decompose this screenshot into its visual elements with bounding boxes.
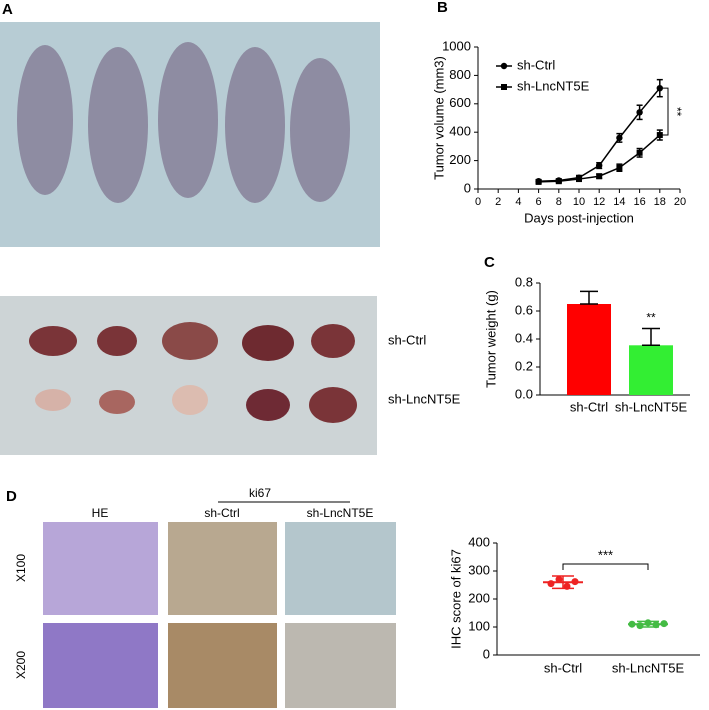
y-tick-label: 0.8 — [515, 274, 533, 289]
marker — [555, 178, 562, 185]
column-label: sh-LncNT5E — [307, 506, 374, 520]
y-tick-label: 200 — [449, 152, 471, 167]
y-axis-label: IHC score of ki67 — [448, 549, 463, 649]
micrograph — [43, 522, 158, 615]
significance-bracket — [562, 563, 649, 571]
y-tick-label: 800 — [449, 67, 471, 82]
x-tick-label: sh-LncNT5E — [612, 660, 685, 675]
marker — [636, 109, 643, 116]
y-axis-label: Tumor weight (g) — [483, 290, 498, 388]
significance-bracket — [662, 87, 669, 136]
micrograph — [285, 623, 396, 708]
y-tick-label: 200 — [468, 590, 490, 605]
legend-marker — [501, 84, 507, 90]
x-tick-label: 12 — [593, 196, 605, 208]
marker — [636, 149, 643, 156]
micrograph — [285, 522, 396, 615]
y-tick-label: 0 — [483, 646, 490, 661]
x-tick-label: 20 — [674, 196, 686, 208]
marker — [616, 164, 623, 171]
x-tick-label: sh-Ctrl — [544, 660, 582, 675]
x-tick-label: 18 — [654, 196, 666, 208]
panel-label: B — [437, 0, 448, 16]
dot — [628, 620, 636, 628]
tumor-photo — [0, 296, 377, 455]
x-tick-label: 6 — [536, 196, 542, 208]
x-tick-label: 14 — [613, 196, 625, 208]
y-tick-label: 300 — [468, 562, 490, 577]
y-tick-label: 100 — [468, 618, 490, 633]
y-tick-label: 0.4 — [515, 330, 533, 345]
marker — [596, 173, 603, 180]
bar — [629, 345, 673, 395]
marker — [656, 132, 663, 139]
y-tick-label: 1000 — [442, 38, 471, 53]
x-tick-label: 16 — [633, 196, 645, 208]
mice — [17, 42, 350, 203]
legend-marker — [500, 62, 508, 70]
row-label: sh-LncNT5E — [388, 391, 461, 406]
x-tick-label: 2 — [495, 196, 501, 208]
y-tick-label: 0 — [464, 180, 471, 195]
x-tick-label: 4 — [515, 196, 521, 208]
x-axis-label: Days post-injection — [524, 210, 634, 225]
x-tick-label: sh-LncNT5E — [615, 399, 688, 414]
row-label: X100 — [14, 554, 28, 582]
panel-label: A — [2, 1, 13, 18]
annotation: ** — [646, 311, 656, 325]
dot — [652, 621, 660, 629]
tumors — [29, 322, 357, 423]
row-label: X200 — [14, 651, 28, 679]
legend-label: sh-Ctrl — [517, 57, 555, 72]
x-tick-label: 0 — [475, 196, 481, 208]
marker — [535, 178, 542, 185]
y-tick-label: 0.6 — [515, 302, 533, 317]
column-label: sh-Ctrl — [204, 506, 239, 520]
dot — [636, 622, 644, 630]
y-tick-label: 400 — [449, 124, 471, 139]
y-tick-label: 600 — [449, 95, 471, 110]
marker — [596, 162, 603, 169]
y-tick-label: 0.0 — [515, 386, 533, 401]
micrograph — [168, 623, 277, 708]
dot — [644, 619, 652, 627]
group-label: ki67 — [249, 486, 271, 500]
y-tick-label: 0.2 — [515, 358, 533, 373]
x-tick-label: 8 — [556, 196, 562, 208]
annotation: ** — [670, 107, 684, 117]
micrograph — [43, 623, 158, 708]
micrograph — [168, 522, 277, 615]
dot — [571, 578, 579, 586]
legend-label: sh-LncNT5E — [517, 78, 590, 93]
marker — [576, 176, 582, 183]
dot — [660, 620, 668, 628]
marker — [656, 84, 663, 92]
y-tick-label: 400 — [468, 534, 490, 549]
dot — [563, 582, 571, 590]
marker — [616, 134, 623, 142]
panel-label: C — [484, 254, 495, 271]
dot — [555, 575, 563, 583]
x-tick-label: sh-Ctrl — [570, 399, 608, 414]
row-label: sh-Ctrl — [388, 332, 426, 347]
column-label: HE — [92, 506, 109, 520]
dot — [547, 580, 555, 588]
bar — [567, 304, 611, 395]
y-axis-label: Tumor volume (mm3) — [431, 56, 446, 180]
annotation: *** — [598, 547, 613, 562]
x-tick-label: 10 — [573, 196, 585, 208]
panel-label: D — [6, 488, 17, 505]
